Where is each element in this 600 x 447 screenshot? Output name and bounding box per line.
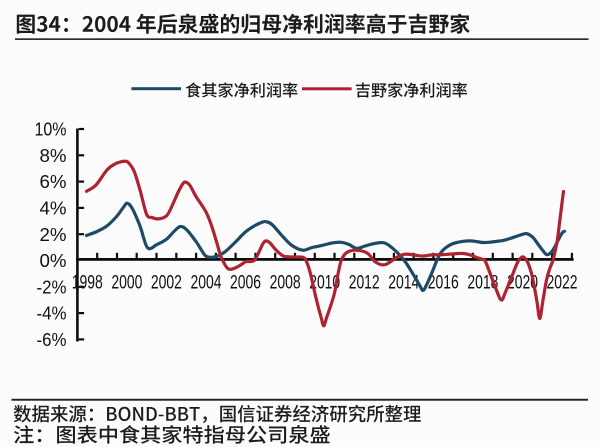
svg-text:2004: 2004 [191,272,222,293]
svg-text:-4%: -4% [37,304,67,324]
svg-text:2022: 2022 [547,272,578,293]
svg-text:10%: 10% [35,120,67,140]
svg-text:2016: 2016 [428,272,459,293]
svg-text:2002: 2002 [151,272,182,293]
svg-text:0%: 0% [40,251,67,271]
svg-text:2014: 2014 [388,272,419,293]
svg-text:2010: 2010 [309,272,340,293]
svg-text:2000: 2000 [111,272,142,293]
svg-text:8%: 8% [40,146,67,166]
svg-text:2012: 2012 [349,272,380,293]
svg-text:2020: 2020 [507,272,538,293]
svg-text:1998: 1998 [72,272,103,293]
svg-text:4%: 4% [40,199,67,219]
svg-text:2008: 2008 [270,272,301,293]
svg-text:-6%: -6% [37,330,67,350]
svg-text:6%: 6% [40,172,67,192]
svg-text:2006: 2006 [230,272,261,293]
svg-text:2%: 2% [40,225,67,245]
svg-text:-2%: -2% [37,277,67,297]
